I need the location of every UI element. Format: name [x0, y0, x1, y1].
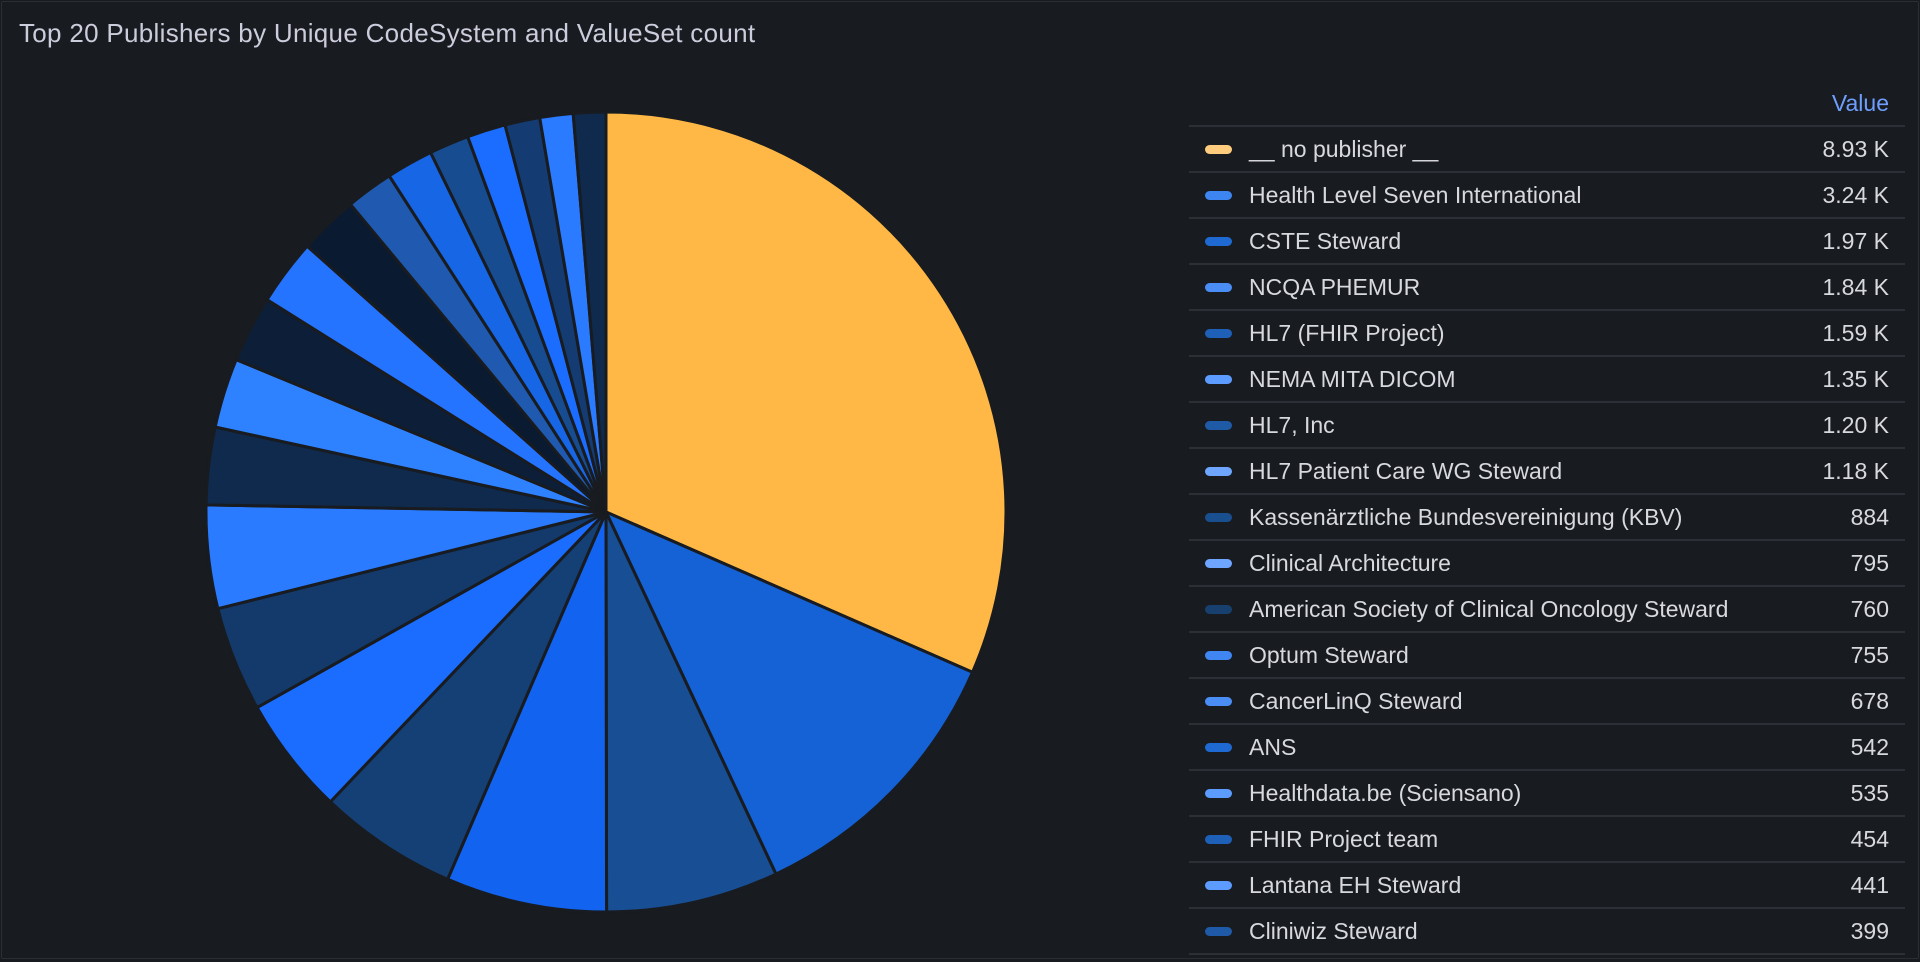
legend-swatch-icon[interactable]	[1205, 328, 1232, 338]
legend-label: American Society of Clinical Oncology St…	[1249, 595, 1729, 622]
legend-value: 1.59 K	[1822, 319, 1890, 346]
legend-swatch-icon[interactable]	[1205, 650, 1232, 660]
legend-row[interactable]: HL7 Patient Care WG Steward 1.18 K	[1189, 449, 1905, 495]
legend-label: HL7 (FHIR Project)	[1249, 319, 1445, 346]
pie-slice[interactable]	[571, 110, 608, 514]
legend-swatch-icon[interactable]	[1205, 926, 1232, 936]
legend-value: 454	[1850, 825, 1889, 852]
legend-swatch-icon[interactable]	[1205, 420, 1232, 430]
legend-value: 1.20 K	[1822, 411, 1890, 438]
panel-title: Top 20 Publishers by Unique CodeSystem a…	[19, 18, 756, 48]
legend-swatch-icon[interactable]	[1205, 512, 1232, 522]
legend-row[interactable]: FHIR Project team 454	[1189, 817, 1905, 863]
legend-swatch-icon[interactable]	[1205, 558, 1232, 568]
legend-label: FHIR Project team	[1249, 825, 1439, 852]
legend-label: NEMA MITA DICOM	[1249, 365, 1456, 392]
legend-value: 399	[1850, 917, 1889, 944]
legend-row[interactable]: NCQA PHEMUR 1.84 K	[1189, 265, 1905, 311]
legend-row[interactable]: Kassenärztliche Bundesvereinigung (KBV) 8…	[1189, 495, 1905, 541]
legend-label: Health Level Seven International	[1249, 181, 1582, 208]
legend-rows: __ no publisher __ 8.93 K Health Level Sev…	[1189, 127, 1905, 955]
legend-value: 760	[1850, 595, 1889, 622]
legend-row[interactable]: ANS 542	[1189, 725, 1905, 771]
legend-row[interactable]: Clinical Architecture 795	[1189, 541, 1905, 587]
pie-slice[interactable]	[328, 510, 608, 881]
legend-row[interactable]: CSTE Steward 1.97 K	[1189, 219, 1905, 265]
legend-label: CSTE Steward	[1249, 227, 1402, 254]
legend-row[interactable]: Optum Steward 755	[1189, 633, 1905, 679]
legend-row[interactable]: Cliniwiz Steward 399	[1189, 909, 1905, 955]
legend-row[interactable]: CancerLinQ Steward 678	[1189, 679, 1905, 725]
legend-value: 3.24 K	[1822, 181, 1890, 208]
pie-slice[interactable]	[604, 510, 974, 876]
legend-row[interactable]: NEMA MITA DICOM 1.35 K	[1189, 357, 1905, 403]
legend-label: HL7 Patient Care WG Steward	[1249, 457, 1563, 484]
legend-value: 542	[1850, 733, 1889, 760]
legend-value: 1.97 K	[1822, 227, 1890, 254]
legend-value: 678	[1850, 687, 1889, 714]
legend-value-column-header[interactable]: Value	[1831, 90, 1889, 116]
legend-value: 1.18 K	[1822, 457, 1890, 484]
pie-chart	[204, 110, 1008, 914]
legend-label: NCQA PHEMUR	[1249, 273, 1421, 300]
legend-label: Cliniwiz Steward	[1249, 917, 1418, 944]
legend-label: Clinical Architecture	[1249, 549, 1451, 576]
legend-value: 755	[1850, 641, 1889, 668]
pie-slice[interactable]	[604, 110, 1008, 674]
legend-swatch-icon[interactable]	[1205, 788, 1232, 798]
legend-value: 8.93 K	[1822, 135, 1890, 162]
legend-row[interactable]: HL7 (FHIR Project) 1.59 K	[1189, 311, 1905, 357]
legend-swatch-icon[interactable]	[1205, 880, 1232, 890]
legend-label: CancerLinQ Steward	[1249, 687, 1463, 714]
legend-label: HL7, Inc	[1249, 411, 1335, 438]
legend-value: 1.84 K	[1822, 273, 1890, 300]
legend-label: Kassenärztliche Bundesvereinigung (KBV)	[1249, 503, 1683, 530]
legend-label: Healthdata.be (Sciensano)	[1249, 779, 1522, 806]
legend-swatch-icon[interactable]	[1205, 374, 1232, 384]
legend-value: 795	[1850, 549, 1889, 576]
legend-row[interactable]: Health Level Seven International 3.24 K	[1189, 173, 1905, 219]
legend-swatch-icon[interactable]	[1205, 282, 1232, 292]
legend-value: 1.35 K	[1822, 365, 1890, 392]
legend-label: __ no publisher __	[1249, 135, 1439, 162]
legend-swatch-icon[interactable]	[1205, 466, 1232, 476]
legend-row[interactable]: American Society of Clinical Oncology St…	[1189, 587, 1905, 633]
legend-label: Lantana EH Steward	[1249, 871, 1462, 898]
legend-swatch-icon[interactable]	[1205, 190, 1232, 200]
legend-table: Value __ no publisher __ 8.93 K Health Lev…	[1189, 82, 1905, 955]
legend-swatch-icon[interactable]	[1205, 834, 1232, 844]
pie-slice[interactable]	[604, 510, 778, 914]
legend-row[interactable]: Lantana EH Steward 441	[1189, 863, 1905, 909]
legend-swatch-icon[interactable]	[1205, 604, 1232, 614]
legend-swatch-icon[interactable]	[1205, 696, 1232, 706]
legend-label: Optum Steward	[1249, 641, 1409, 668]
legend-swatch-icon[interactable]	[1205, 742, 1232, 752]
legend-swatch-icon[interactable]	[1205, 144, 1232, 154]
legend-value: 535	[1850, 779, 1889, 806]
legend-header: Value	[1189, 82, 1905, 127]
legend-row[interactable]: Healthdata.be (Sciensano) 535	[1189, 771, 1905, 817]
legend-value: 441	[1850, 871, 1889, 898]
legend-row[interactable]: HL7, Inc 1.20 K	[1189, 403, 1905, 449]
legend-label: ANS	[1249, 733, 1297, 760]
pie-slice[interactable]	[446, 510, 609, 914]
legend-row[interactable]: __ no publisher __ 8.93 K	[1189, 127, 1905, 173]
legend-swatch-icon[interactable]	[1205, 236, 1232, 246]
legend-value: 884	[1850, 503, 1889, 530]
